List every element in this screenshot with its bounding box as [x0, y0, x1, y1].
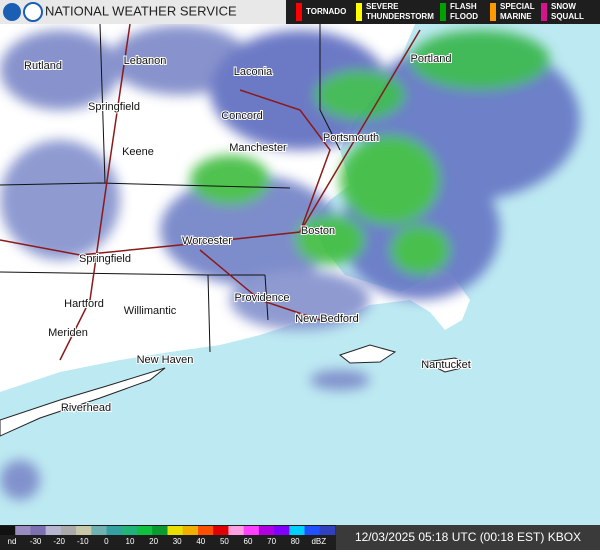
scale-band: [304, 526, 321, 535]
scale-band: [319, 526, 336, 535]
scale-band: [106, 526, 123, 535]
scale-band: [76, 526, 92, 535]
city-label: New Bedford: [295, 313, 359, 325]
scale-label: 10: [126, 537, 135, 546]
scale-label: 30: [173, 537, 182, 546]
scale-label: 60: [244, 537, 253, 546]
scale-band: [258, 526, 275, 535]
noaa-logo: [3, 3, 21, 21]
header-title: NATIONAL WEATHER SERVICE: [45, 3, 237, 18]
scale-band: [15, 526, 31, 535]
warning-swatch: [296, 3, 302, 21]
map: [0, 23, 600, 525]
scale-band: [0, 526, 16, 535]
scale-label: nd: [8, 537, 17, 546]
city-label: Concord: [221, 110, 263, 122]
city-label: Springfield: [88, 101, 140, 113]
city-labels: Rutland Lebanon Laconia Springfield Concord P…: [23, 52, 472, 415]
warning-swatch: [440, 3, 446, 21]
warning-label: MARINE: [500, 12, 532, 21]
timestamp-box: [336, 525, 600, 550]
warning-label: SQUALL: [551, 12, 584, 21]
warning-swatch: [541, 3, 547, 21]
city-label: Meriden: [48, 327, 88, 339]
scale-label: 70: [267, 537, 276, 546]
scale-band: [45, 526, 62, 535]
scale-band: [30, 526, 47, 535]
scale-band: [228, 526, 245, 535]
scale-band: [91, 526, 108, 535]
city-label: New Haven: [137, 354, 194, 366]
city-label: Riverhead: [61, 402, 111, 414]
scale-label: 40: [196, 537, 205, 546]
scale-label: dBZ: [311, 537, 326, 546]
scale-band: [167, 526, 184, 535]
city-label: Hartford: [64, 298, 104, 310]
warning-label: TORNADO: [306, 7, 346, 16]
city-label: Portland: [411, 53, 452, 65]
city-label: Springfield: [79, 253, 131, 265]
scale-band: [243, 526, 260, 535]
scale-label: -20: [53, 537, 65, 546]
city-label: Worcester: [182, 235, 232, 247]
city-label: Laconia: [234, 66, 273, 78]
scale-label: 0: [104, 537, 109, 546]
scale-band: [274, 526, 290, 535]
city-label: Rutland: [24, 60, 62, 72]
scale-label: 50: [220, 537, 229, 546]
scale-band: [121, 526, 138, 535]
timestamp: 12/03/2025 05:18 UTC (00:18 EST) KBOX: [355, 530, 581, 544]
city-label: Portsmouth: [323, 132, 379, 144]
city-label: Manchester: [229, 142, 287, 154]
scale-label: 80: [291, 537, 300, 546]
dbz-scale: nd -30 -20 -10 0 10 20 30 40 50 60 70 80 dBZ: [0, 526, 336, 546]
scale-band: [137, 526, 153, 535]
scale-label: -10: [77, 537, 89, 546]
warning-label: THUNDERSTORM: [366, 12, 434, 21]
city-label: Providence: [234, 292, 289, 304]
scale-band: [213, 526, 229, 535]
scale-label: 20: [149, 537, 158, 546]
scale-band: [152, 526, 168, 535]
city-label: Boston: [301, 225, 335, 237]
scale-band: [197, 526, 214, 535]
warning-label: FLASH: [450, 2, 477, 11]
warning-swatch: [356, 3, 362, 21]
scale-label: -30: [30, 537, 42, 546]
scale-band: [289, 526, 306, 535]
city-label: Keene: [122, 146, 154, 158]
warning-label: SEVERE: [366, 2, 399, 11]
warning-label: FLOOD: [450, 12, 478, 21]
city-label: Willimantic: [124, 305, 177, 317]
nws-logo: [23, 2, 43, 22]
city-label: Lebanon: [124, 55, 167, 67]
warning-label: SNOW: [551, 2, 576, 11]
warning-swatch: [490, 3, 496, 21]
city-label: Nantucket: [421, 359, 471, 371]
scale-band: [60, 526, 77, 535]
scale-band: [182, 526, 199, 535]
warning-label: SPECIAL: [500, 2, 535, 11]
